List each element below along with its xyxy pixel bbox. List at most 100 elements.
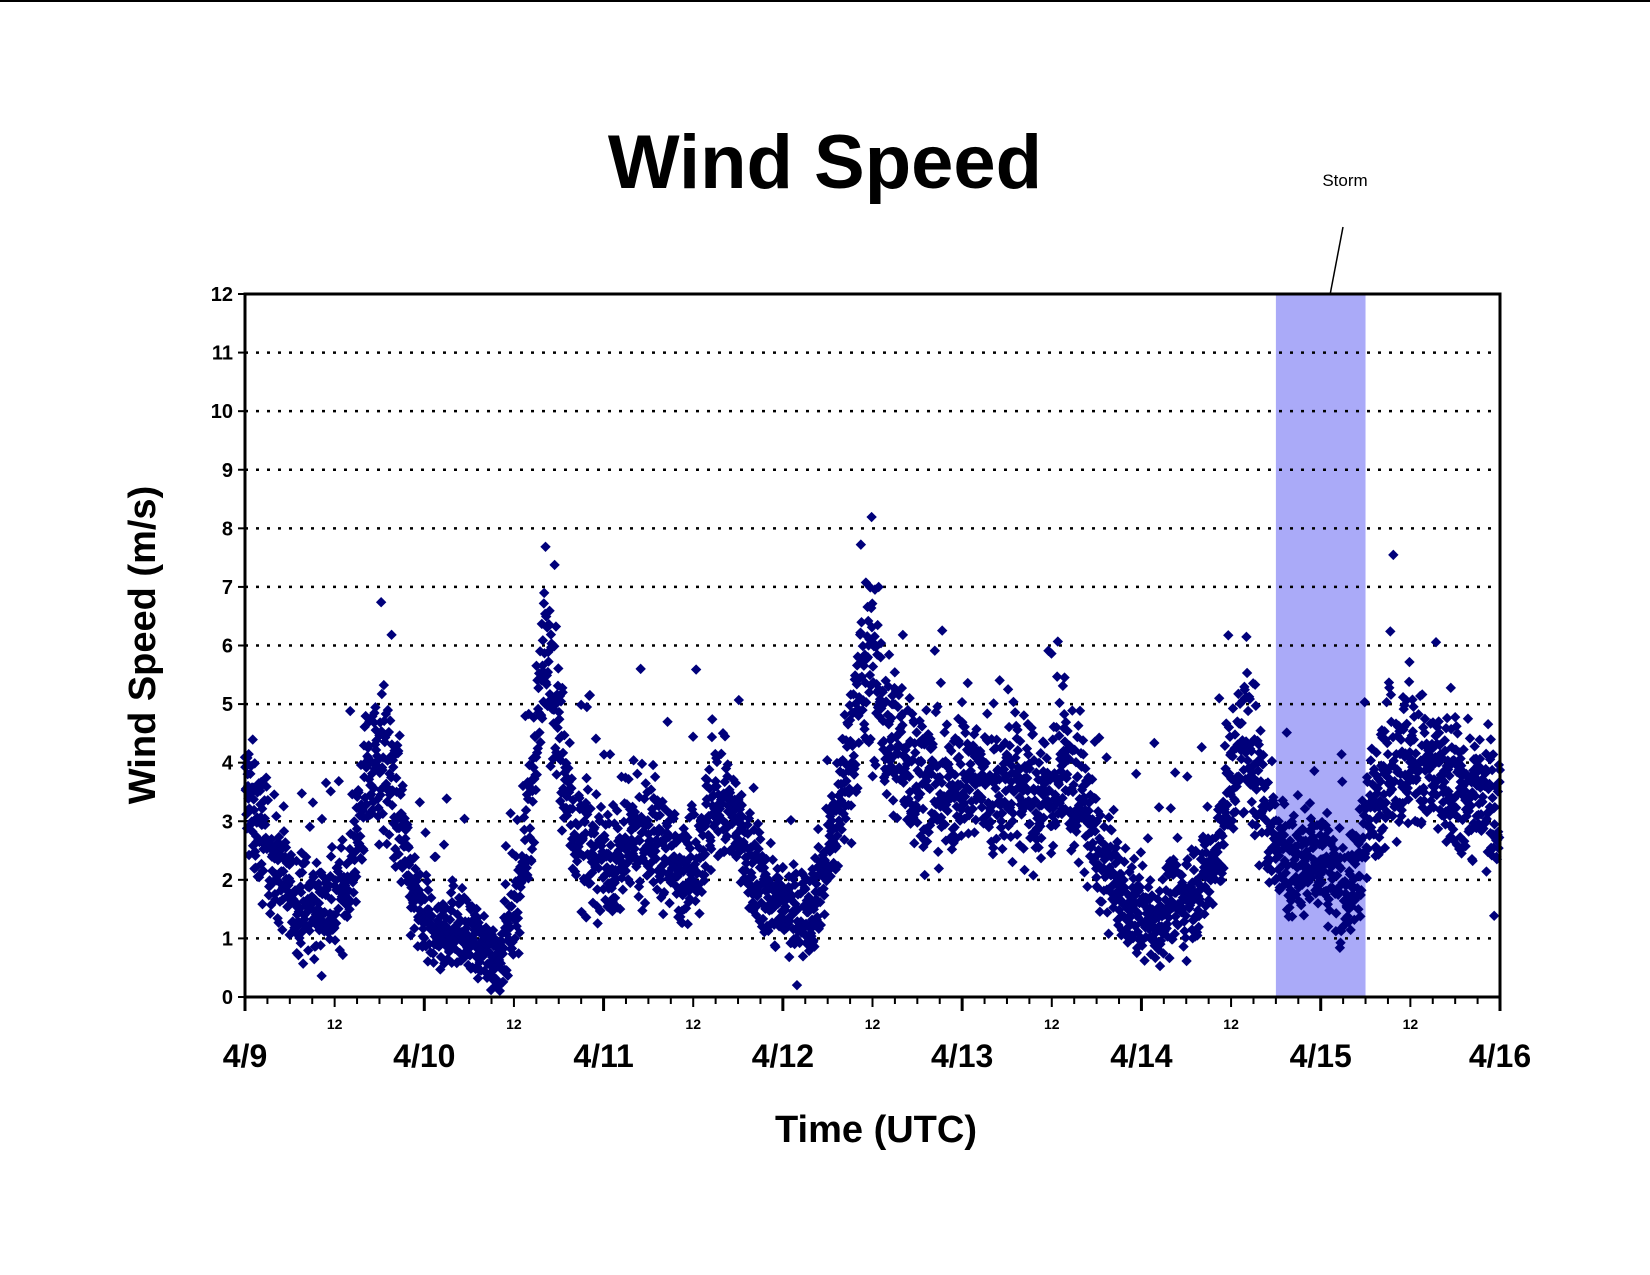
data-point xyxy=(656,825,667,837)
data-point xyxy=(1453,764,1465,776)
data-point xyxy=(250,850,261,861)
data-point xyxy=(1209,874,1221,885)
data-point xyxy=(421,876,433,887)
data-point xyxy=(1390,795,1401,806)
data-point xyxy=(388,852,400,864)
data-point xyxy=(1400,749,1412,760)
data-point xyxy=(1431,776,1442,788)
data-point xyxy=(302,893,314,905)
data-point xyxy=(931,761,943,772)
data-point xyxy=(589,822,600,833)
data-point xyxy=(811,911,823,923)
data-point xyxy=(1045,800,1056,811)
data-point xyxy=(531,769,542,780)
data-point xyxy=(1489,801,1501,813)
data-point xyxy=(698,875,710,886)
x-noon-label: 12 xyxy=(685,1016,701,1032)
data-point xyxy=(1414,765,1425,776)
data-point xyxy=(773,872,785,884)
data-point xyxy=(1058,722,1070,734)
data-point xyxy=(350,896,362,907)
data-point xyxy=(1213,693,1225,704)
data-point xyxy=(921,836,933,847)
data-point xyxy=(1131,947,1143,959)
data-point xyxy=(1441,836,1452,847)
data-point xyxy=(877,715,889,727)
data-point xyxy=(991,734,1002,745)
data-point xyxy=(1440,723,1452,734)
data-point xyxy=(585,878,596,889)
data-point xyxy=(345,896,357,907)
data-point xyxy=(1439,776,1450,788)
data-point xyxy=(818,883,829,894)
data-point xyxy=(553,706,565,718)
data-point xyxy=(660,857,671,868)
data-point xyxy=(541,611,552,622)
data-point xyxy=(593,863,604,874)
data-point xyxy=(1339,852,1350,864)
data-point xyxy=(581,772,592,784)
data-point xyxy=(1229,729,1241,740)
data-point xyxy=(1375,776,1386,787)
data-point xyxy=(1046,648,1057,659)
data-point xyxy=(1421,806,1433,818)
data-point xyxy=(1301,837,1312,849)
data-point xyxy=(490,973,502,985)
data-point xyxy=(294,932,305,944)
data-point xyxy=(1084,817,1095,828)
data-point xyxy=(599,834,610,845)
data-point xyxy=(598,749,610,760)
data-point xyxy=(677,890,688,901)
data-point xyxy=(1086,820,1097,832)
data-point xyxy=(850,759,861,770)
data-point xyxy=(1272,834,1284,845)
data-point xyxy=(1035,821,1046,832)
x-axis-ticks: 4/9 12 4/10 12 4/11 12 4/12 12 4/13 12 4/14 12 4/15 1… xyxy=(223,997,1531,1074)
data-point xyxy=(1323,825,1334,836)
data-point xyxy=(1378,822,1389,834)
data-point xyxy=(1027,728,1039,740)
data-point xyxy=(1448,834,1459,846)
data-point xyxy=(1258,749,1269,761)
data-point xyxy=(1284,835,1296,846)
data-point xyxy=(1172,919,1184,931)
data-point xyxy=(498,942,510,954)
data-point xyxy=(627,848,639,859)
data-point xyxy=(1381,697,1392,708)
data-point xyxy=(958,768,969,779)
data-point xyxy=(554,714,565,725)
data-point xyxy=(678,823,689,834)
data-point xyxy=(526,843,538,855)
data-point xyxy=(988,842,999,853)
data-point xyxy=(1180,932,1191,943)
data-point xyxy=(1112,836,1123,848)
data-point xyxy=(360,710,371,722)
data-point xyxy=(1449,711,1461,723)
data-point xyxy=(1378,789,1390,800)
data-point xyxy=(1298,869,1309,881)
data-point xyxy=(375,789,386,801)
x-noon-label: 12 xyxy=(327,1016,343,1032)
data-point xyxy=(665,877,677,888)
data-point xyxy=(1077,781,1088,792)
data-point xyxy=(399,855,411,867)
data-point xyxy=(825,810,836,822)
data-point xyxy=(1113,904,1125,916)
data-point xyxy=(1248,773,1260,784)
data-point xyxy=(904,771,915,783)
data-point xyxy=(734,804,746,815)
data-point xyxy=(1167,902,1179,913)
data-point xyxy=(1319,831,1330,842)
data-point xyxy=(552,680,564,691)
data-point xyxy=(1264,854,1276,865)
data-point xyxy=(533,682,544,694)
data-point xyxy=(1182,854,1193,865)
data-point xyxy=(1337,842,1349,854)
data-point xyxy=(506,901,517,912)
x-day-label: 4/12 xyxy=(752,1038,814,1074)
data-point xyxy=(1295,860,1306,871)
data-point xyxy=(1096,896,1108,907)
data-point xyxy=(382,704,394,716)
data-point xyxy=(1162,931,1173,942)
data-point xyxy=(1230,796,1241,807)
